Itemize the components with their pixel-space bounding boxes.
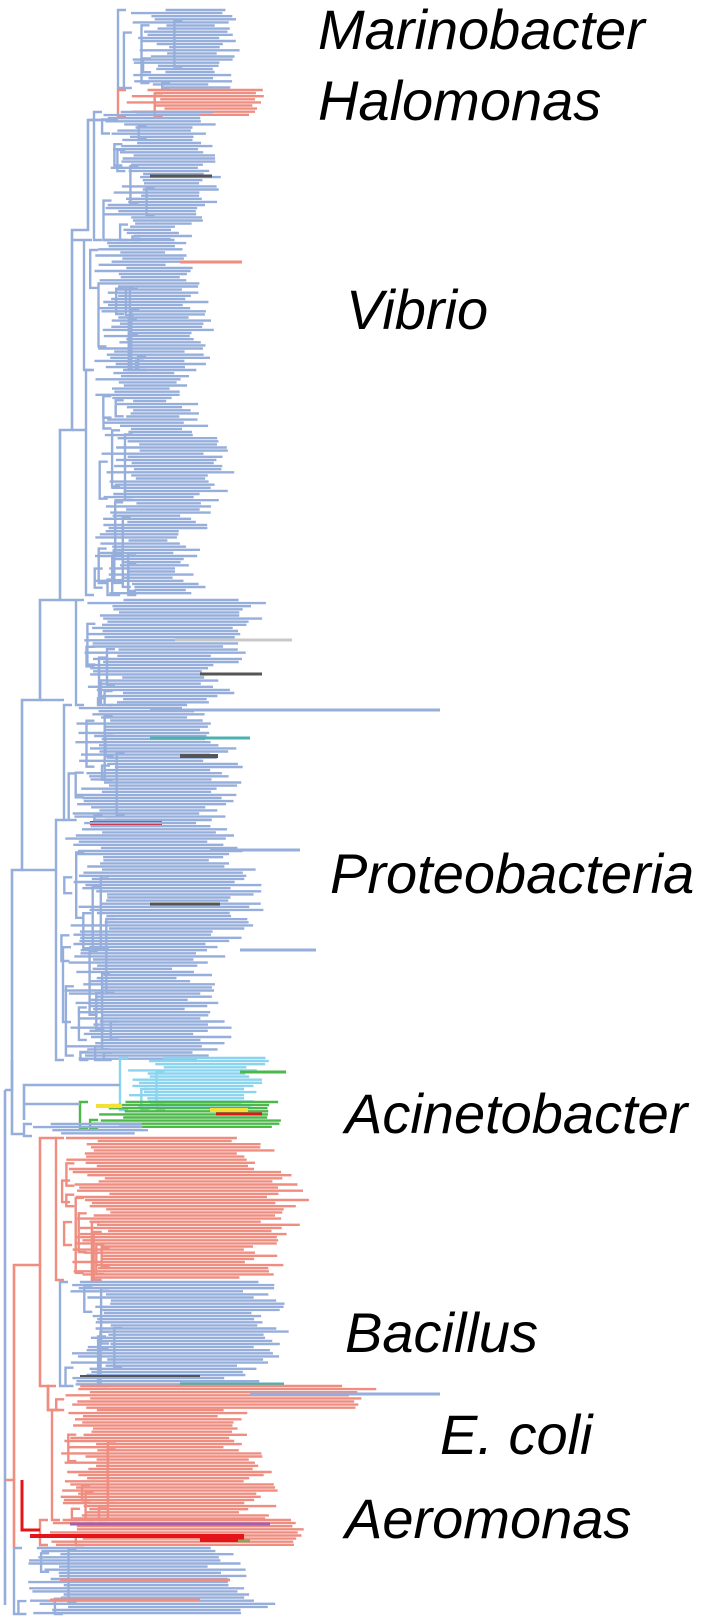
clade-upper-proteo [74, 598, 440, 712]
clade-aeromonas-a-tips [60, 1408, 278, 1520]
clade-vibrio-a-brackets [82, 238, 147, 372]
clade-upper-proteo-tips [84, 598, 266, 704]
clade-acinetobacter-base-tips [33, 1122, 148, 1135]
clade-acinetobacter-light-brackets [118, 1056, 165, 1112]
clade-bacillus-a-tips [66, 1136, 309, 1279]
label-vibrio: Vibrio [346, 278, 489, 341]
clade-bacillus-b-tips [70, 1280, 289, 1386]
clade-proteobacteria-tips [64, 818, 264, 1060]
clade-vibrio-b [84, 368, 235, 597]
clade-bottom-brackets [12, 1546, 77, 1616]
clade-marinobacter-brackets [116, 8, 183, 90]
clade-bacillus-b-brackets [58, 1280, 123, 1388]
label-proteobacteria: Proteobacteria [330, 842, 695, 905]
clade-acinetobacter-green [78, 1100, 281, 1130]
clade-bottom [12, 1546, 276, 1616]
label-halomonas: Halomonas [318, 69, 602, 132]
clade-mid-proteo-brackets [62, 703, 125, 822]
backbone-firmicutes [12, 1136, 56, 1480]
label-e-coli: E. coli [440, 1403, 593, 1466]
clade-aeromonas-a [50, 1408, 278, 1522]
clade-acinetobacter-base [22, 1122, 148, 1138]
clade-proteobacteria [54, 818, 316, 1062]
clade-marinobacter [116, 8, 240, 90]
clade-acinetobacter-light-tips [128, 1056, 269, 1109]
backbone-branches [3, 118, 120, 1605]
label-acinetobacter: Acinetobacter [345, 1082, 688, 1145]
clade-vibrio-b-tips [94, 368, 235, 595]
clade-bacillus-a [54, 1136, 309, 1282]
clade-aeromonas-b [30, 1518, 304, 1547]
clade-aeromonas-a-brackets [50, 1408, 116, 1522]
clade-ecoli [46, 1384, 440, 1412]
backbone-stem-2 [10, 598, 60, 1060]
clade-bacillus-b [58, 1280, 289, 1388]
label-bacillus: Bacillus [345, 1301, 538, 1364]
clade-vibrio-a-tips [94, 238, 214, 369]
clade-acinetobacter-green-tips [90, 1100, 281, 1128]
backbone-acineto-links [22, 1083, 120, 1120]
clade-ecoli-tips [65, 1384, 377, 1409]
clade-acinetobacter-base-brackets [22, 1122, 32, 1138]
backbone-firmicutes-base [5, 1478, 16, 1548]
clade-proteobacteria-brackets [54, 818, 119, 1062]
backbone-links [22, 118, 118, 872]
clade-top-blue-brackets [92, 110, 155, 242]
clade-bacillus-a-brackets [54, 1136, 110, 1282]
clade-marinobacter-tips [131, 8, 240, 89]
clade-acinetobacter-light [118, 1056, 286, 1112]
clade-upper-proteo-brackets [74, 598, 115, 707]
clade-top-blue [92, 110, 221, 242]
backbone-acineto [10, 1060, 24, 1136]
label-aeromonas: Aeromonas [345, 1487, 632, 1550]
clade-mid-proteo-tips [72, 703, 243, 821]
clade-mid-proteo [62, 703, 250, 825]
backbone-red-branch [20, 1480, 40, 1532]
clade-ecoli-brackets [46, 1384, 65, 1412]
backbone-firmicutes-links [38, 1265, 52, 1412]
clade-vibrio-b-brackets [84, 368, 137, 597]
clade-vibrio-a [82, 238, 242, 372]
clade-branches [12, 8, 440, 1616]
clade-top-blue-tips [103, 110, 221, 241]
label-marinobacter: Marinobacter [318, 0, 645, 61]
